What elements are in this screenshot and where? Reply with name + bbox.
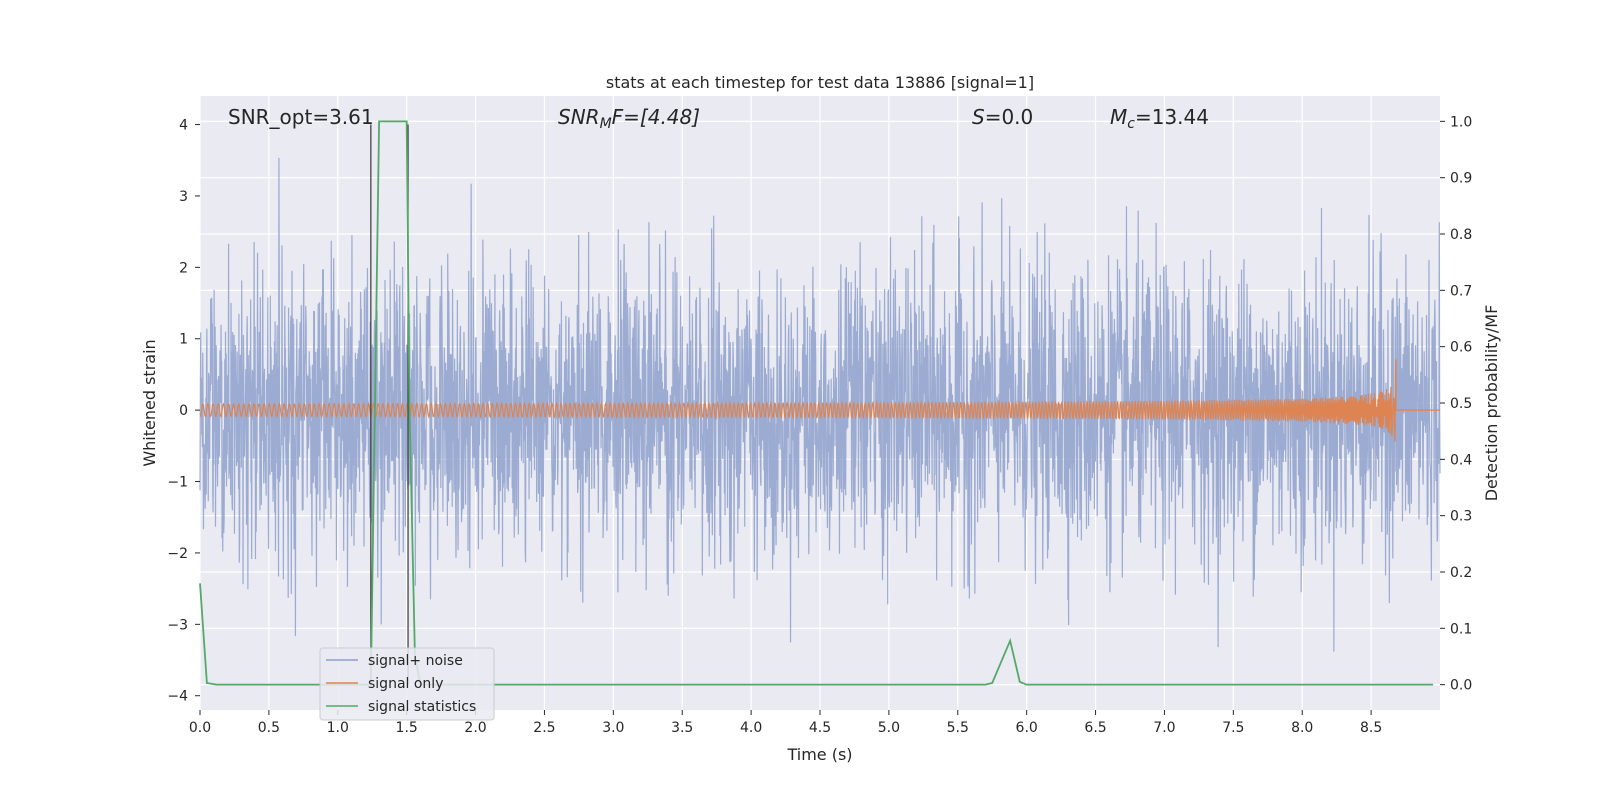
annotation-s: S=0.0 [972, 105, 1033, 129]
x-tick-label: 6.5 [1084, 720, 1106, 736]
x-axis-label: Time (s) [786, 745, 852, 764]
y2-tick-label: 0.2 [1450, 565, 1472, 581]
y2-tick-label: 0.4 [1450, 452, 1472, 468]
y2-tick-label: 0.7 [1450, 283, 1472, 299]
y2-tick-labels: 1.0 0.9 0.8 0.7 0.6 0.5 0.4 0.3 0.2 0.1 0.0 [1440, 114, 1472, 694]
y2-tick-label: 0.1 [1450, 621, 1472, 637]
x-tick-label: 0.5 [258, 720, 280, 736]
x-tick-label: 8.0 [1291, 720, 1313, 736]
y-axis-label: Whitened strain [140, 339, 159, 466]
x-tick-label: 7.5 [1222, 720, 1244, 736]
x-tick-labels: 0.0 0.5 1.0 1.5 2.0 2.5 3.0 3.5 4.0 4.5 5.0 5.5 6.0 6… [189, 710, 1382, 736]
y2-axis-label: Detection probability/MF [1482, 305, 1501, 502]
annotation-snr-mf: SNRMF=[4.48] [558, 105, 700, 132]
y-tick-label: 2 [179, 260, 188, 276]
x-tick-label: 6.0 [1016, 720, 1038, 736]
x-tick-label: 2.0 [464, 720, 486, 736]
x-tick-label: 1.5 [396, 720, 418, 736]
signal-statistics-series [199, 120, 1434, 686]
x-tick-label: 4.5 [809, 720, 831, 736]
y-tick-labels: 4 3 2 1 0 −1 −2 −3 −4 [167, 118, 200, 705]
y2-tick-label: 0.9 [1450, 171, 1472, 187]
y-tick-label: −4 [167, 689, 188, 705]
x-tick-label: 2.5 [533, 720, 555, 736]
legend: signal+ noise signal only signal statist… [319, 647, 495, 721]
x-tick-label: 3.0 [602, 720, 624, 736]
x-tick-label: 3.5 [671, 720, 693, 736]
signal-noise-line [199, 157, 1441, 652]
x-tick-label: 5.5 [947, 720, 969, 736]
signal-only-line [199, 359, 1440, 442]
y2-tick-label: 0.0 [1450, 678, 1472, 694]
signal-statistics-line [199, 120, 1434, 686]
y-tick-label: −1 [167, 475, 188, 491]
y2-tick-label: 0.8 [1450, 227, 1472, 243]
legend-label-signal-only: signal only [368, 676, 443, 692]
signal-noise-series [199, 157, 1441, 652]
y2-tick-label: 0.6 [1450, 340, 1472, 356]
y-tick-label: 4 [179, 118, 188, 134]
x-tick-label: 0.0 [189, 720, 211, 736]
y2-tick-label: 1.0 [1450, 114, 1472, 130]
x-tick-label: 1.0 [327, 720, 349, 736]
y-tick-label: −2 [167, 546, 188, 562]
chart-title: stats at each timestep for test data 138… [606, 73, 1034, 92]
x-tick-label: 7.0 [1153, 720, 1175, 736]
x-tick-label: 4.0 [740, 720, 762, 736]
x-tick-label: 8.5 [1360, 720, 1382, 736]
y-tick-label: −3 [167, 617, 188, 633]
y-tick-label: 3 [179, 189, 188, 205]
y-tick-label: 1 [179, 332, 188, 348]
y-tick-label: 0 [179, 403, 188, 419]
legend-box [319, 647, 495, 721]
x-tick-label: 5.0 [878, 720, 900, 736]
annotation-mc: Mc=13.44 [1110, 105, 1209, 132]
y2-tick-label: 0.3 [1450, 509, 1472, 525]
legend-label-signal-statistics: signal statistics [368, 699, 476, 715]
y2-tick-label: 0.5 [1450, 396, 1472, 412]
legend-label-signal-noise: signal+ noise [368, 653, 463, 669]
annotation-snr-opt: SNR_opt=3.61 [228, 105, 374, 129]
signal-only-series [199, 359, 1440, 442]
